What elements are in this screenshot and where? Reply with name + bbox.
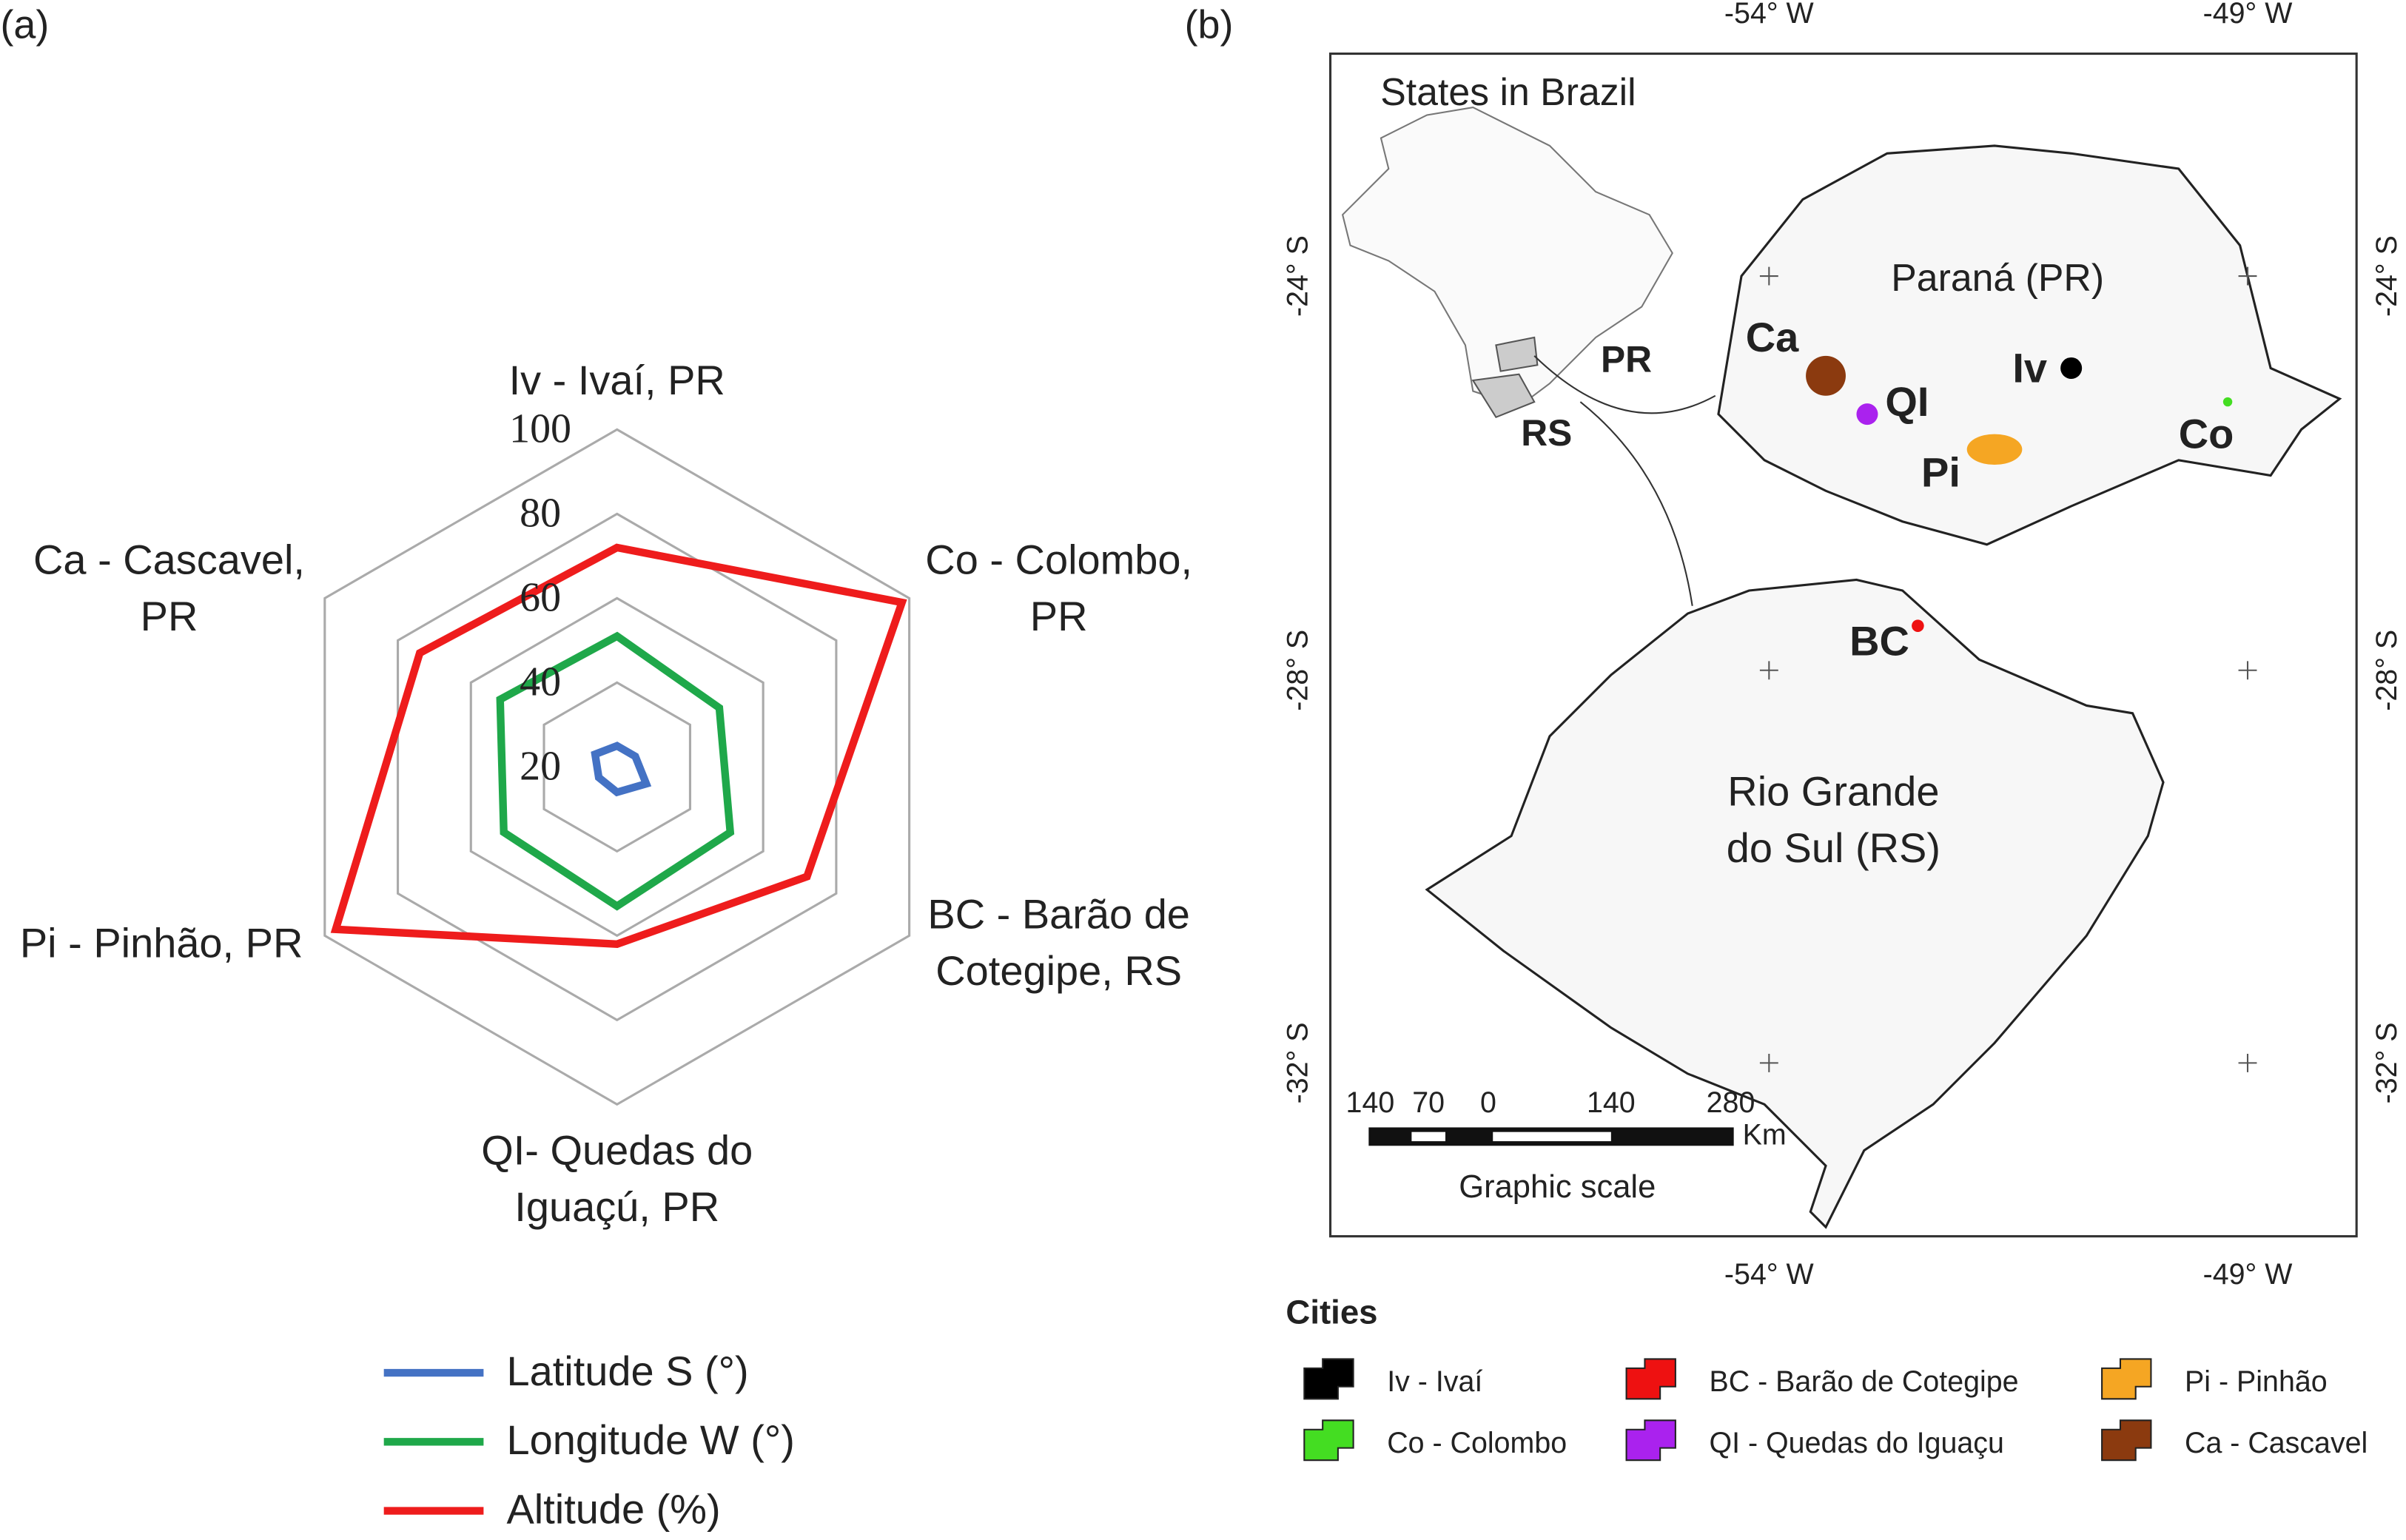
lat-label: -32° S xyxy=(2370,1022,2403,1103)
legend-label: BC - Barão de Cotegipe xyxy=(1709,1365,2018,1398)
axis-label: QI- Quedas do xyxy=(481,1126,753,1173)
legend-label: QI - Quedas do Iguaçu xyxy=(1709,1427,2003,1459)
city-co xyxy=(2222,397,2233,407)
grid-ring xyxy=(542,681,692,853)
axis-label: BC - Barão de xyxy=(927,890,1190,937)
lat-label: -24° S xyxy=(1281,235,1314,317)
tick-label: 40 xyxy=(520,659,561,705)
legend-label: Latitude S (°) xyxy=(506,1348,748,1394)
state-label: do Sul (RS) xyxy=(1727,824,1940,871)
legend-label: Co - Colombo xyxy=(1387,1427,1567,1459)
lon-label: -49° W xyxy=(2203,0,2294,30)
pr-inset xyxy=(1495,336,1539,372)
city-iv xyxy=(2060,357,2083,379)
legend-label: Longitude W (°) xyxy=(506,1416,794,1463)
axis-label: PR xyxy=(1030,593,1088,639)
tick-label: 20 xyxy=(520,743,561,789)
scale-title: Graphic scale xyxy=(1459,1169,1656,1205)
series-line xyxy=(591,742,652,797)
lat-label: -24° S xyxy=(2370,235,2403,317)
grid-ring xyxy=(396,512,838,1022)
axis-label: Iv - Ivaí, PR xyxy=(509,357,725,403)
legend-label: Pi - Pinhão xyxy=(2185,1365,2328,1398)
legend-icon xyxy=(1303,1419,1354,1462)
scale-unit: Km xyxy=(1743,1118,1787,1151)
tick-label: 60 xyxy=(520,574,561,620)
series-line xyxy=(496,631,735,911)
map xyxy=(1328,52,2358,1238)
series-line xyxy=(330,543,907,948)
scale-tick: 140 xyxy=(1346,1086,1395,1119)
lon-label: -49° W xyxy=(2203,1258,2294,1291)
tick-label: 100 xyxy=(509,406,571,451)
axis-label: PR xyxy=(141,593,198,639)
city-qi xyxy=(1856,403,1878,426)
grid-ring xyxy=(469,596,765,938)
arrow-label: PR xyxy=(1601,338,1652,380)
city-label: Ca xyxy=(1746,314,1799,360)
scale-tick: 280 xyxy=(1707,1086,1755,1119)
lat-label: -32° S xyxy=(1281,1022,1314,1103)
legend-label: Altitude (%) xyxy=(506,1485,720,1532)
inset-title: States in Brazil xyxy=(1380,70,1636,113)
panel-label: (a) xyxy=(0,3,49,47)
scale-tick: 0 xyxy=(1480,1086,1496,1119)
axis-label: Iguaçú, PR xyxy=(514,1183,719,1230)
axis-label: Co - Colombo, xyxy=(925,536,1192,582)
legend-label: Iv - Ivaí xyxy=(1387,1365,1482,1398)
legend-icon xyxy=(1303,1358,1354,1400)
rs-inset xyxy=(1471,373,1536,419)
city-bc xyxy=(1912,619,1924,632)
legend-icon xyxy=(2101,1419,2152,1462)
legend-icon xyxy=(1625,1419,1676,1462)
rs-outline xyxy=(1425,578,2165,1229)
state-label: Paraná (PR) xyxy=(1891,256,2104,299)
city-label: Iv xyxy=(2012,344,2047,391)
grid-ring xyxy=(323,428,911,1106)
scale-tick: 70 xyxy=(1412,1086,1445,1119)
scale-bar xyxy=(1368,1127,1734,1146)
city-label: Pi xyxy=(1921,448,1960,495)
city-label: QI xyxy=(1885,378,1929,425)
panel-label: (b) xyxy=(1185,3,1234,47)
lat-label: -28° S xyxy=(2370,630,2403,711)
legend-title: Cities xyxy=(1286,1293,1377,1331)
lon-label: -54° W xyxy=(1724,0,1815,30)
arrow xyxy=(1533,355,1716,414)
axis-label: Cotegipe, RS xyxy=(935,947,1182,994)
city-label: BC xyxy=(1849,617,1909,664)
city-label: Co xyxy=(2179,411,2234,457)
arrow xyxy=(1579,401,1693,606)
legend-icon xyxy=(1625,1358,1676,1400)
lon-label: -54° W xyxy=(1724,1258,1815,1291)
legend-icon xyxy=(2101,1358,2152,1400)
scale-tick: 140 xyxy=(1587,1086,1636,1119)
parana-outline xyxy=(1717,144,2342,546)
lat-label: -28° S xyxy=(1281,630,1314,711)
brazil-outline xyxy=(1341,107,1673,408)
axis-label: Ca - Cascavel, xyxy=(33,536,305,582)
city-ca xyxy=(1806,355,1846,396)
state-label: Rio Grande xyxy=(1727,767,1939,814)
axis-label: Pi - Pinhão, PR xyxy=(20,920,303,966)
legend-label: Ca - Cascavel xyxy=(2185,1427,2368,1459)
city-pi xyxy=(1966,434,2023,465)
tick-label: 80 xyxy=(520,490,561,536)
crosshairs xyxy=(1759,266,2257,1072)
arrow-label: RS xyxy=(1521,412,1572,454)
